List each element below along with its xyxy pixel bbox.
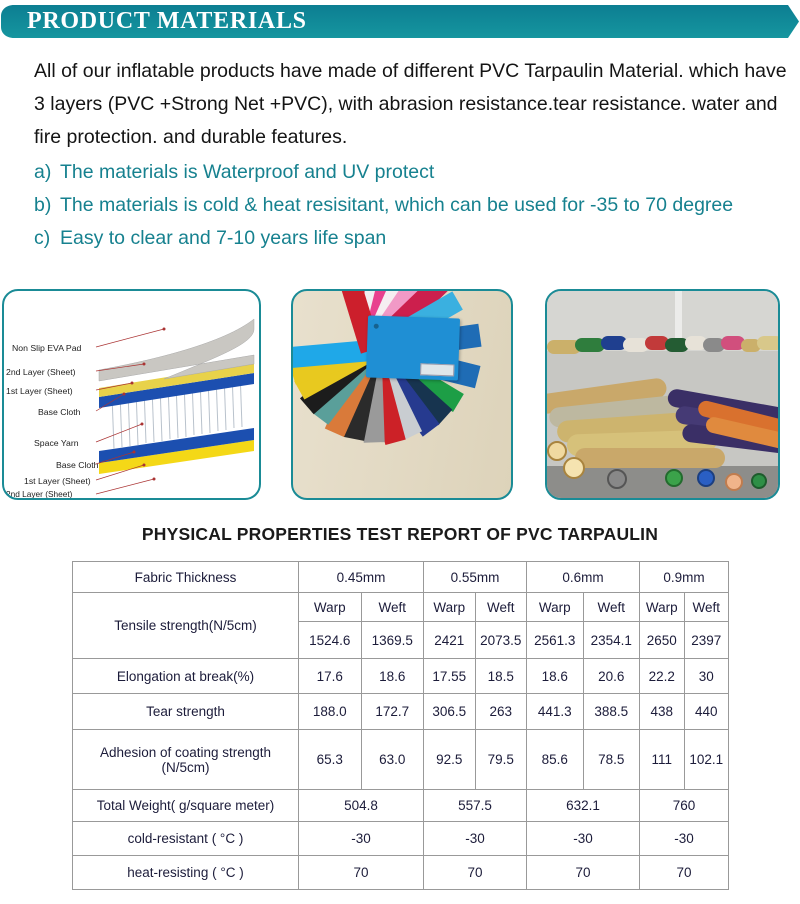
- svg-text:1st Layer (Sheet): 1st Layer (Sheet): [24, 476, 91, 486]
- svg-text:Space Yarn: Space Yarn: [34, 438, 79, 448]
- svg-text:Base Cloth: Base Cloth: [56, 460, 99, 470]
- svg-text:1st Layer (Sheet): 1st Layer (Sheet): [6, 386, 73, 396]
- svg-text:Non Slip EVA Pad: Non Slip EVA Pad: [12, 343, 82, 353]
- svg-text:Base Cloth: Base Cloth: [38, 407, 81, 417]
- svg-text:2nd Layer (Sheet): 2nd Layer (Sheet): [6, 489, 73, 499]
- svg-text:2nd Layer (Sheet): 2nd Layer (Sheet): [6, 367, 76, 377]
